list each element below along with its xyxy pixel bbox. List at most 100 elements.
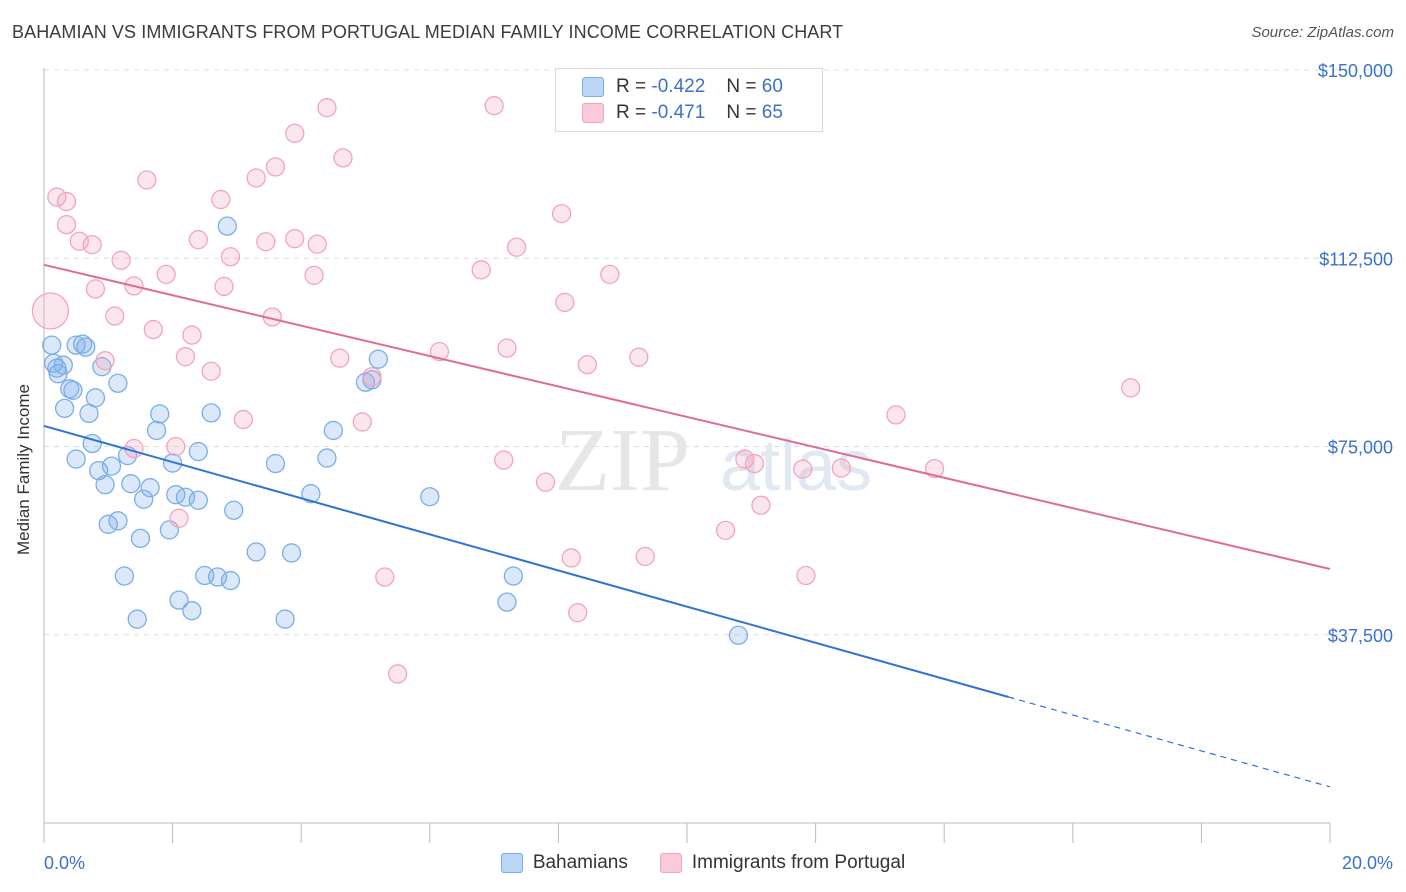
bahamians-point	[140, 478, 160, 498]
y-tick-label: $150,000	[1318, 61, 1393, 81]
bahamians-point	[63, 380, 83, 400]
bahamians-point	[323, 420, 344, 441]
legend-item-bahamians: Bahamians	[500, 852, 628, 874]
portugal-point	[304, 265, 324, 285]
bahamians-point	[108, 511, 128, 531]
portugal-point	[551, 203, 572, 224]
portugal-point	[201, 361, 221, 381]
portugal-point	[285, 229, 305, 249]
portugal-point	[256, 232, 276, 252]
portugal-point	[471, 260, 491, 280]
bahamians-point	[150, 404, 170, 424]
portugal-point	[494, 450, 514, 470]
y-tick-label: $75,000	[1328, 438, 1393, 458]
bahamians-point	[66, 335, 86, 355]
portugal-point	[317, 98, 337, 118]
portugal-point	[211, 189, 231, 210]
bahamians-trendline	[43, 424, 1009, 698]
bahamians-point	[146, 420, 167, 441]
bahamians-point	[114, 566, 135, 586]
bahamians-point	[217, 216, 237, 236]
watermark-zip: ZIP	[555, 411, 690, 510]
portugal-point	[246, 168, 266, 188]
portugal-point	[577, 355, 597, 375]
bahamians-point	[265, 453, 286, 474]
bahamians-point	[101, 456, 122, 476]
bahamians-point	[85, 388, 106, 408]
r-label: R =	[616, 102, 647, 123]
bahamians-point	[182, 601, 202, 621]
portugal-point	[95, 351, 115, 371]
bahamians-point	[503, 566, 524, 586]
portugal-point	[429, 341, 450, 362]
portugal-point	[137, 170, 157, 190]
portugal-trendline	[43, 263, 1331, 570]
n-value: 60	[761, 76, 783, 97]
bahamians-point	[95, 475, 115, 495]
bahamians-point	[53, 355, 73, 375]
portugal-point	[156, 264, 176, 284]
portugal-point	[387, 664, 408, 684]
portugal-point	[715, 520, 736, 540]
portugal-point	[561, 548, 581, 568]
portugal-point	[169, 508, 189, 528]
bahamians-point	[317, 448, 337, 468]
portugal-point	[333, 148, 353, 168]
bahamians-point	[220, 570, 241, 591]
r-label: R =	[616, 76, 647, 97]
bahamians-point	[121, 474, 141, 494]
legend-label-bahamians: Bahamians	[532, 852, 628, 873]
bahamians-trendline-extension	[1008, 696, 1331, 788]
portugal-point	[307, 234, 327, 254]
x-tick-label: 0.0%	[44, 853, 85, 873]
bahamians-point	[42, 335, 62, 355]
portugal-point	[375, 567, 395, 587]
portugal-point	[214, 276, 234, 297]
portugal-point	[600, 264, 620, 284]
portugal-point	[330, 348, 350, 368]
portugal-point	[735, 449, 755, 469]
portugal-point	[484, 96, 504, 116]
portugal-point	[182, 325, 202, 345]
series-legend: Bahamians Immigrants from Portugal	[0, 852, 1406, 874]
portugal-point	[82, 235, 102, 255]
portugal-point	[831, 458, 851, 478]
portugal-point	[56, 214, 77, 235]
portugal-point	[793, 459, 813, 479]
y-tick-label: $112,500	[1319, 249, 1393, 269]
n-value: 65	[761, 102, 783, 123]
portugal-point	[362, 367, 382, 387]
legend-label-portugal: Immigrants from Portugal	[691, 852, 906, 873]
bahamians-swatch	[582, 77, 604, 97]
bahamians-point	[497, 592, 517, 612]
bahamians-point	[127, 609, 147, 629]
portugal-point	[56, 191, 77, 212]
bahamians-point	[130, 528, 151, 549]
chart-title: BAHAMIAN VS IMMIGRANTS FROM PORTUGAL MED…	[12, 22, 844, 42]
bahamians-point	[169, 590, 189, 610]
portugal-point	[188, 230, 208, 250]
bahamians-point	[60, 379, 80, 399]
bahamians-point	[281, 543, 302, 563]
bahamians-point	[224, 500, 244, 520]
bahamians-point	[201, 403, 221, 423]
portugal-point	[85, 279, 106, 299]
portugal-point	[629, 347, 649, 367]
bahamians-point	[728, 625, 749, 645]
portugal-point	[166, 436, 186, 457]
portugal-point	[751, 495, 771, 515]
legend-row-portugal: R = -0.471 N = 65	[582, 101, 783, 125]
portugal-point	[497, 338, 517, 358]
portugal-point	[111, 250, 131, 270]
portugal-point	[555, 292, 575, 313]
bahamians-point	[76, 337, 96, 357]
portugal-point	[796, 565, 816, 586]
portugal-point	[233, 409, 253, 430]
portugal-point	[175, 347, 196, 367]
portugal-point	[1121, 378, 1141, 398]
bahamians-point	[246, 542, 266, 562]
portugal-point	[535, 472, 556, 492]
bahamians-point	[188, 490, 208, 510]
portugal-point	[220, 247, 241, 267]
